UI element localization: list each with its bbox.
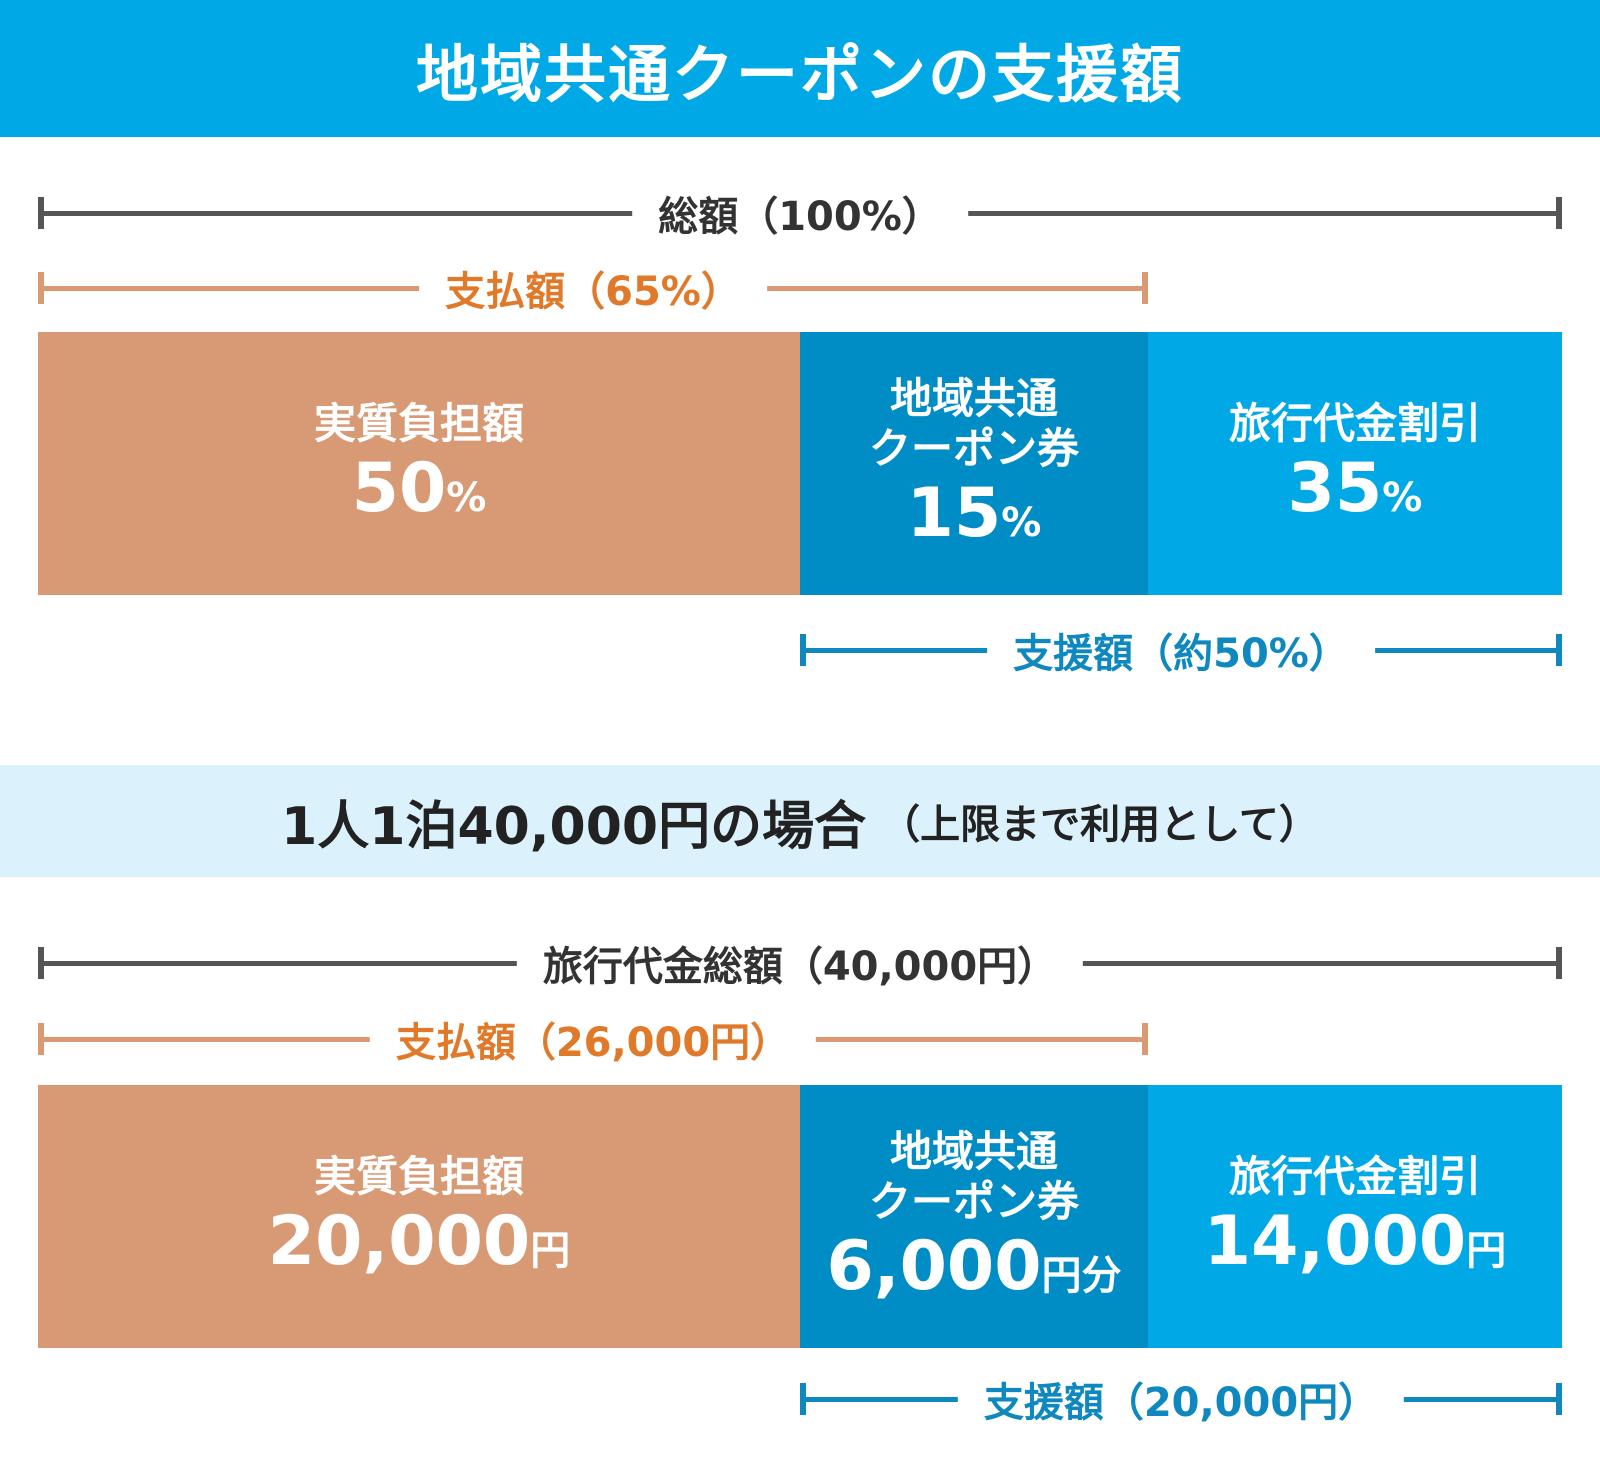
segment-unit: 円 [530,1227,571,1274]
example-total-label: 旅行代金総額（40,000円） [516,934,1084,992]
segment-name: 実質負担額 [313,399,524,449]
segment-name-line2: クーポン券 [868,424,1079,474]
coupon-segment: 地域共通 クーポン券 6,000円分 [800,1085,1148,1348]
segment-value: 14,000 [1203,1201,1467,1281]
percentage-bar: 実質負担額 50% 地域共通 クーポン券 15% 旅行代金割引 35% [38,332,1562,595]
segment-value: 15 [906,473,1002,553]
example-paid-label: 支払額（26,000円） [369,1010,817,1068]
segment-name: 旅行代金割引 [1228,1152,1481,1202]
paid-bracket: 支払額（65%） [38,259,1148,317]
total-bracket: 総額（100%） [38,184,1562,242]
segment-name-line1: 地域共通 [889,374,1058,424]
example-support-bracket: 支援額（20,000円） [800,1370,1562,1428]
discount-segment: 旅行代金割引 35% [1148,332,1562,595]
segment-unit: % [1382,474,1423,521]
segment-name-line2: クーポン券 [868,1177,1079,1227]
segment-value: 35 [1287,448,1383,528]
example-heading-note: （上限まで利用として） [880,802,1319,848]
segment-name: 旅行代金割引 [1228,399,1481,449]
segment-unit: % [446,474,487,521]
segment-unit: 円 [1466,1227,1507,1274]
amount-bar: 実質負担額 20,000円 地域共通 クーポン券 6,000円分 旅行代金割引 … [38,1085,1562,1348]
example-total-bracket: 旅行代金総額（40,000円） [38,934,1562,992]
segment-name: 実質負担額 [313,1152,524,1202]
example-heading: 1人1泊40,000円の場合 （上限まで利用として） [0,765,1600,877]
discount-segment: 旅行代金割引 14,000円 [1148,1085,1562,1348]
total-label: 総額（100%） [632,184,968,242]
segment-value: 20,000 [267,1201,531,1281]
page-title: 地域共通クーポンの支援額 [0,0,1600,137]
example-heading-main: 1人1泊40,000円の場合 [281,796,867,857]
example-paid-bracket: 支払額（26,000円） [38,1010,1148,1068]
coupon-segment: 地域共通 クーポン券 15% [800,332,1148,595]
segment-unit: % [1001,499,1042,546]
segment-unit: 円分 [1041,1252,1122,1299]
example-support-label: 支援額（20,000円） [957,1370,1405,1428]
own-burden-segment: 実質負担額 50% [38,332,800,595]
own-burden-segment: 実質負担額 20,000円 [38,1085,800,1348]
segment-value: 50 [351,448,447,528]
support-label: 支援額（約50%） [987,621,1375,679]
segment-name-line1: 地域共通 [889,1127,1058,1177]
paid-label: 支払額（65%） [419,259,767,317]
segment-value: 6,000 [826,1226,1042,1306]
support-bracket: 支援額（約50%） [800,621,1562,679]
